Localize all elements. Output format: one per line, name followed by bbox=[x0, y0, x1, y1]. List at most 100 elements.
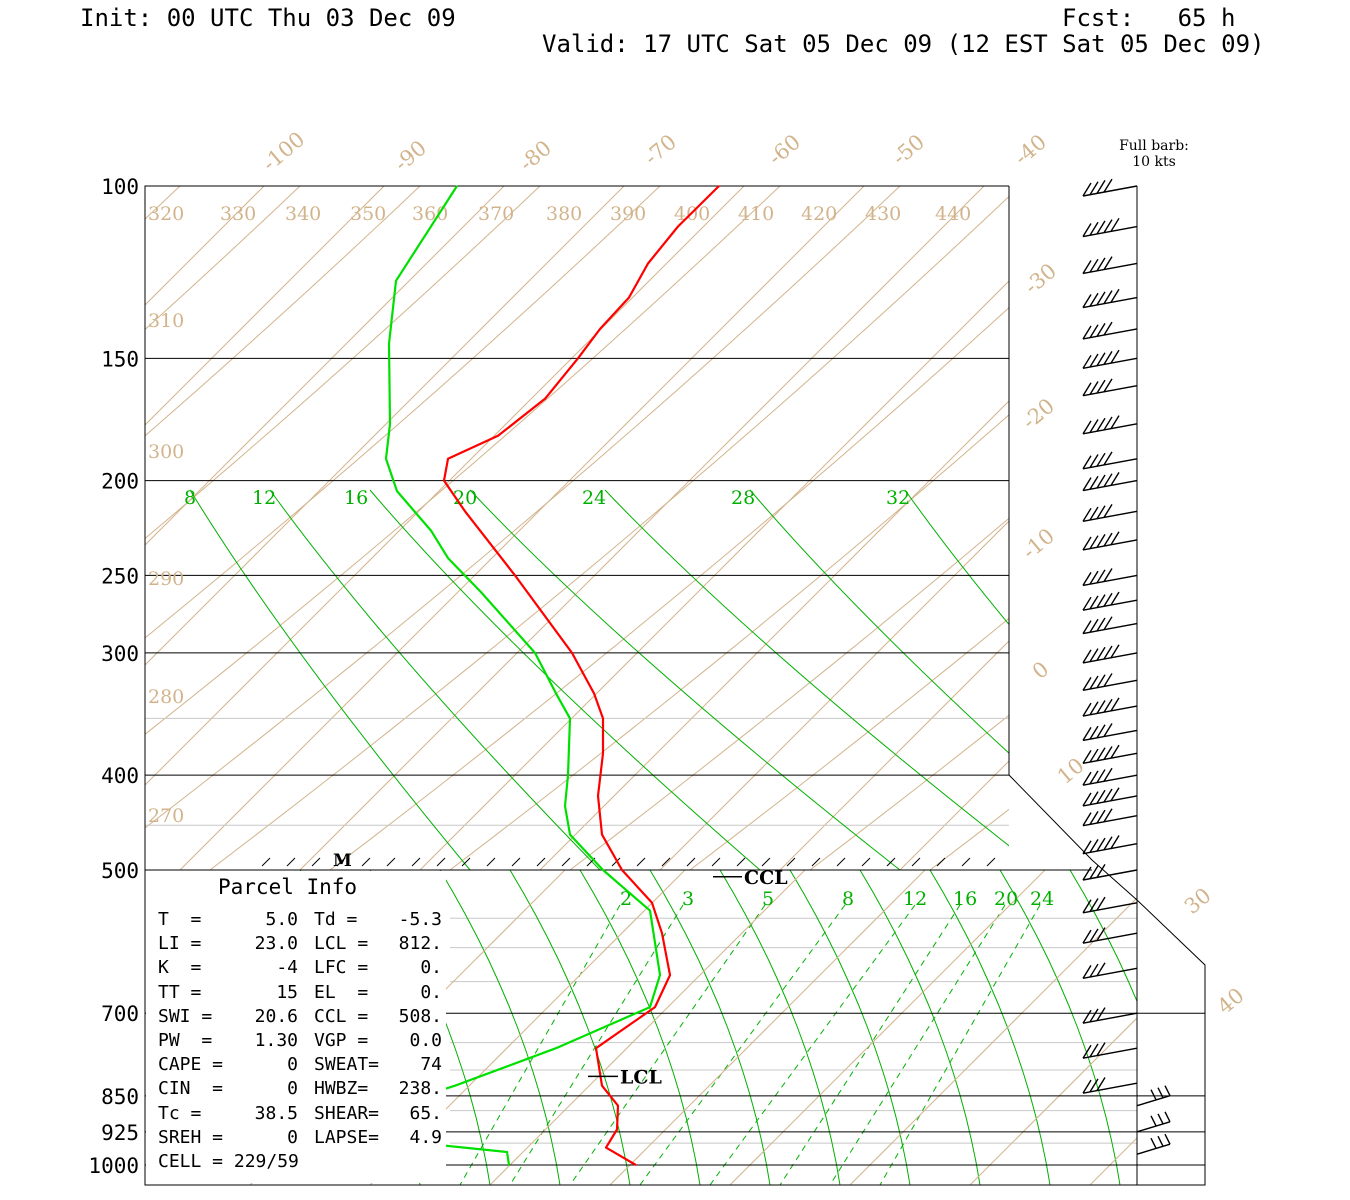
profile-point bbox=[649, 909, 651, 912]
parcel-info-k1: Tc = bbox=[158, 1102, 202, 1124]
profile-point bbox=[454, 1084, 456, 1087]
barb-feather bbox=[1089, 595, 1099, 610]
barb-shaft bbox=[1082, 967, 1138, 980]
barb-feather bbox=[1096, 724, 1106, 739]
barb-shaft bbox=[1082, 843, 1138, 855]
lower-panel-lines bbox=[249, 870, 1137, 1185]
barb-feather bbox=[1082, 420, 1092, 435]
barb-feather bbox=[1089, 324, 1099, 339]
barb-feather bbox=[1089, 618, 1099, 633]
profile-point bbox=[567, 774, 569, 776]
barb-feather bbox=[1103, 473, 1113, 488]
hatch-mark bbox=[511, 857, 521, 867]
barb-feather bbox=[1089, 725, 1099, 740]
dry-adiabat-line bbox=[145, 186, 661, 639]
barb-feather bbox=[1096, 769, 1106, 783]
barb-feather bbox=[1089, 963, 1099, 978]
theta-label: 410 bbox=[738, 203, 774, 225]
barb-shaft bbox=[1082, 622, 1138, 635]
barb-feather bbox=[1089, 292, 1099, 307]
profile-point bbox=[555, 1047, 557, 1049]
hatch-mark bbox=[661, 857, 671, 867]
profile-point bbox=[508, 1164, 510, 1166]
dry-adiabat-line bbox=[145, 186, 421, 437]
hatch-mark bbox=[611, 857, 621, 867]
mixing-ratio-line bbox=[749, 489, 1009, 754]
hatch-mark bbox=[411, 857, 421, 867]
profile-point bbox=[385, 458, 387, 460]
profile-point bbox=[456, 185, 458, 187]
barb-feather bbox=[1089, 475, 1099, 490]
parcel-info-v2: 65. bbox=[409, 1102, 442, 1124]
mixing-ratio-dashed bbox=[569, 904, 766, 1185]
barb-feather bbox=[1103, 698, 1113, 713]
barb-shaft bbox=[1082, 1047, 1138, 1059]
isotherm-line bbox=[899, 760, 1009, 870]
profile-point bbox=[647, 262, 649, 265]
barb-feather bbox=[1103, 616, 1113, 631]
barb-feather bbox=[1103, 256, 1113, 270]
mixing-ratio-label: 3 bbox=[682, 888, 694, 910]
isotherm-label: -40 bbox=[1010, 130, 1051, 170]
barb-feather bbox=[1103, 532, 1113, 547]
profile-point bbox=[602, 752, 604, 755]
barb-feather bbox=[1103, 767, 1113, 782]
marker-label-ccl: CCL bbox=[744, 867, 788, 889]
barb-shaft bbox=[1082, 574, 1138, 587]
barb-feather bbox=[1082, 649, 1092, 664]
wind-barb bbox=[1082, 616, 1138, 635]
profile-point bbox=[718, 185, 720, 187]
barb-feather bbox=[1082, 899, 1092, 914]
barb-shaft bbox=[1082, 869, 1138, 881]
barb-feather bbox=[1096, 180, 1106, 194]
wind-barb bbox=[1082, 591, 1138, 611]
profile-point bbox=[544, 398, 546, 400]
wind-barb bbox=[1082, 697, 1138, 717]
barb-shaft bbox=[1082, 539, 1138, 551]
wind-barb bbox=[1082, 178, 1138, 197]
profile-point bbox=[661, 932, 663, 934]
parcel-info-box: Parcel Info T = 5.0 Td = -5.3 LI = 23.0 LCL = 8… bbox=[146, 871, 446, 1183]
header-fcst: Fcst: 65 h bbox=[1062, 4, 1236, 32]
isotherm-line bbox=[969, 1017, 1137, 1185]
parcel-info-k1: K = bbox=[158, 957, 202, 979]
frame-lower bbox=[144, 774, 1206, 1186]
profile-point bbox=[677, 225, 679, 228]
barb-feather bbox=[1103, 378, 1113, 393]
moist-adiabat-line bbox=[579, 870, 701, 1185]
parcel-info-v1: 15 bbox=[276, 981, 298, 1003]
wind-barb bbox=[1082, 256, 1138, 275]
barb-feather bbox=[1103, 290, 1113, 304]
barb-feather bbox=[1110, 531, 1120, 546]
isotherm-line bbox=[145, 186, 385, 426]
theta-label: 370 bbox=[478, 203, 514, 225]
wind-barb bbox=[1082, 321, 1138, 340]
parcel-info-v1: 0 bbox=[287, 1078, 298, 1100]
parcel-info-v1: 23.0 bbox=[254, 933, 298, 955]
hatch-mark bbox=[311, 857, 321, 867]
background-lines bbox=[145, 186, 1350, 1185]
moist-adiabat-line bbox=[859, 870, 981, 1185]
barb-feather bbox=[1082, 382, 1092, 397]
wind-barb bbox=[1082, 472, 1138, 492]
mixing-ratio-label: 8 bbox=[842, 888, 854, 910]
barb-feather bbox=[1089, 1078, 1099, 1093]
barb-feather bbox=[1082, 1079, 1092, 1094]
barb-feather bbox=[1110, 787, 1120, 802]
wind-barb bbox=[1136, 1133, 1171, 1155]
barb-shaft bbox=[1082, 357, 1138, 370]
barb-feather bbox=[1103, 836, 1113, 851]
isotherm-line bbox=[1140, 186, 1350, 870]
mixing-ratio-label: 8 bbox=[184, 487, 196, 509]
parcel-info-row: LI = 23.0 LCL = 812. bbox=[158, 933, 448, 957]
parcel-info-k2: Td = bbox=[314, 909, 358, 930]
isotherm-line bbox=[609, 870, 926, 1185]
parcel-info-k1: CAPE = bbox=[158, 1054, 224, 1076]
barb-shaft bbox=[1082, 385, 1138, 397]
barb-feather bbox=[1096, 257, 1106, 272]
dewpoint-profile bbox=[308, 185, 662, 1166]
parcel-info-row: K = -4 LFC = 0. bbox=[158, 957, 448, 981]
hatch-mark bbox=[636, 857, 646, 867]
profile-point bbox=[506, 1151, 508, 1153]
barb-feather bbox=[1089, 506, 1099, 521]
